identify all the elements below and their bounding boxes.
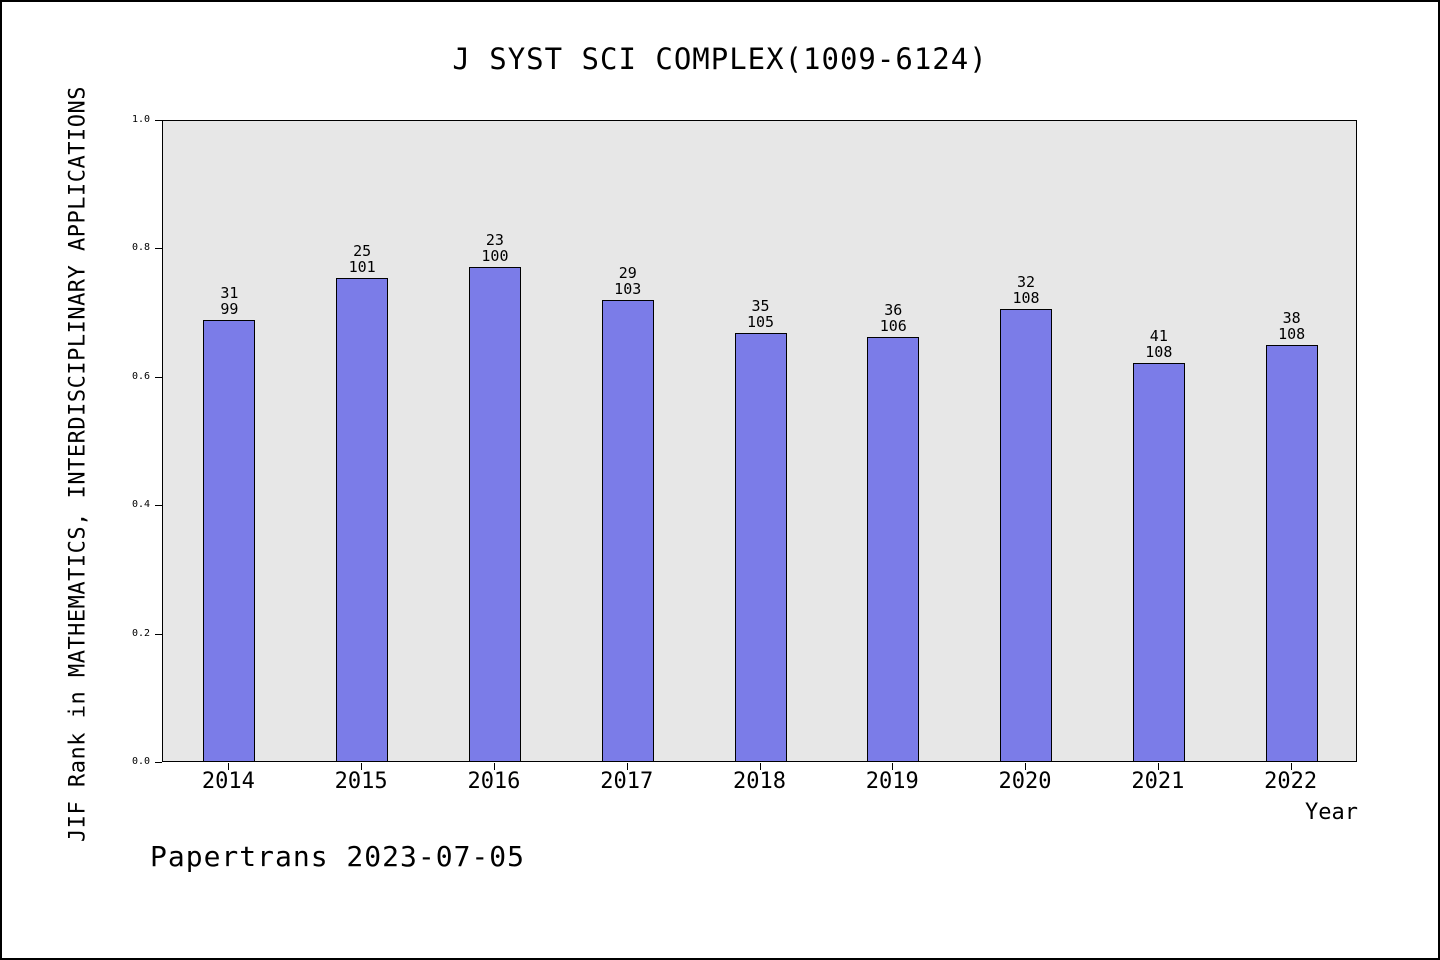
bar-2021 [1132, 363, 1185, 761]
x-axis-label: Year [1305, 800, 1358, 825]
x-tick-label-2019: 2019 [865, 769, 919, 794]
rank-value: 35 [751, 297, 770, 315]
bar-value-label-2016: 23 100 [481, 232, 508, 264]
x-tick-label-2020: 2020 [998, 769, 1052, 794]
bar-2014 [203, 320, 256, 761]
x-tick-mark [759, 763, 761, 770]
x-tick-label-2015: 2015 [334, 769, 388, 794]
bar-value-label-2015: 25 101 [349, 243, 376, 275]
y-tick-label-0.0: 0.0 [131, 756, 150, 767]
bar-2022 [1265, 345, 1318, 761]
x-tick-label-2022: 2022 [1264, 769, 1318, 794]
bar-value-label-2022: 38 108 [1278, 310, 1305, 342]
total-value: 106 [879, 317, 907, 335]
x-tick-mark [493, 763, 495, 770]
x-tick-mark [1025, 763, 1027, 770]
bar-value-label-2020: 32 108 [1013, 274, 1040, 306]
x-tick-label-2016: 2016 [467, 769, 521, 794]
total-value: 108 [1145, 343, 1173, 361]
bar-2016 [468, 267, 521, 761]
rank-value: 32 [1017, 273, 1036, 291]
x-tick-mark [892, 763, 894, 770]
rank-value: 31 [220, 284, 239, 302]
total-value: 101 [348, 258, 376, 276]
total-value: 108 [1012, 289, 1040, 307]
x-tick-mark [361, 763, 363, 770]
y-tick-mark [155, 762, 162, 763]
x-tick-mark [1290, 763, 1292, 770]
bar-value-label-2017: 29 103 [614, 265, 641, 297]
rank-value: 23 [485, 231, 504, 249]
bar-2019 [867, 337, 920, 761]
y-tick-mark [155, 377, 162, 378]
x-tick-mark [626, 763, 628, 770]
plot-area: 31 99 25 101 23 100 29 103 35 105 36 106 32 108 41 108 3… [162, 120, 1357, 762]
x-tick-label-2018: 2018 [733, 769, 786, 794]
y-tick-mark [155, 634, 162, 635]
bar-value-label-2018: 35 105 [747, 298, 774, 330]
rank-value: 29 [618, 264, 637, 282]
bar-2015 [336, 278, 389, 761]
rank-value: 38 [1282, 309, 1301, 327]
total-value: 99 [220, 300, 239, 318]
bar-value-label-2019: 36 106 [880, 302, 907, 334]
total-value: 108 [1278, 325, 1306, 343]
total-value: 103 [614, 280, 642, 298]
rank-value: 25 [353, 242, 372, 260]
x-tick-label-2017: 2017 [600, 769, 654, 794]
rank-value: 41 [1149, 327, 1168, 345]
y-tick-mark [155, 505, 162, 506]
y-tick-label-1.0: 1.0 [131, 114, 150, 125]
y-tick-label-0.2: 0.2 [131, 628, 150, 639]
rank-value: 36 [884, 301, 903, 319]
y-tick-mark [155, 120, 162, 121]
watermark-text: Papertrans 2023-07-05 [150, 840, 526, 873]
y-tick-label-0.4: 0.4 [131, 499, 150, 510]
bar-2020 [1000, 309, 1053, 761]
bar-2018 [734, 333, 787, 761]
y-axis-label: JIF Rank in MATHEMATICS, INTERDISCIPLINA… [65, 86, 91, 842]
x-tick-mark [1157, 763, 1159, 770]
total-value: 105 [746, 313, 775, 331]
chart-title: J SYST SCI COMPLEX(1009-6124) [452, 42, 988, 76]
y-tick-label-0.8: 0.8 [131, 242, 150, 253]
x-tick-label-2021: 2021 [1131, 769, 1185, 794]
bar-value-label-2021: 41 108 [1145, 328, 1172, 360]
y-tick-label-0.6: 0.6 [131, 371, 150, 382]
total-value: 100 [481, 247, 509, 265]
x-tick-mark [228, 763, 230, 770]
y-tick-mark [155, 248, 162, 249]
x-tick-label-2014: 2014 [201, 769, 255, 794]
bar-2017 [601, 300, 654, 761]
bar-value-label-2014: 31 99 [220, 285, 238, 317]
